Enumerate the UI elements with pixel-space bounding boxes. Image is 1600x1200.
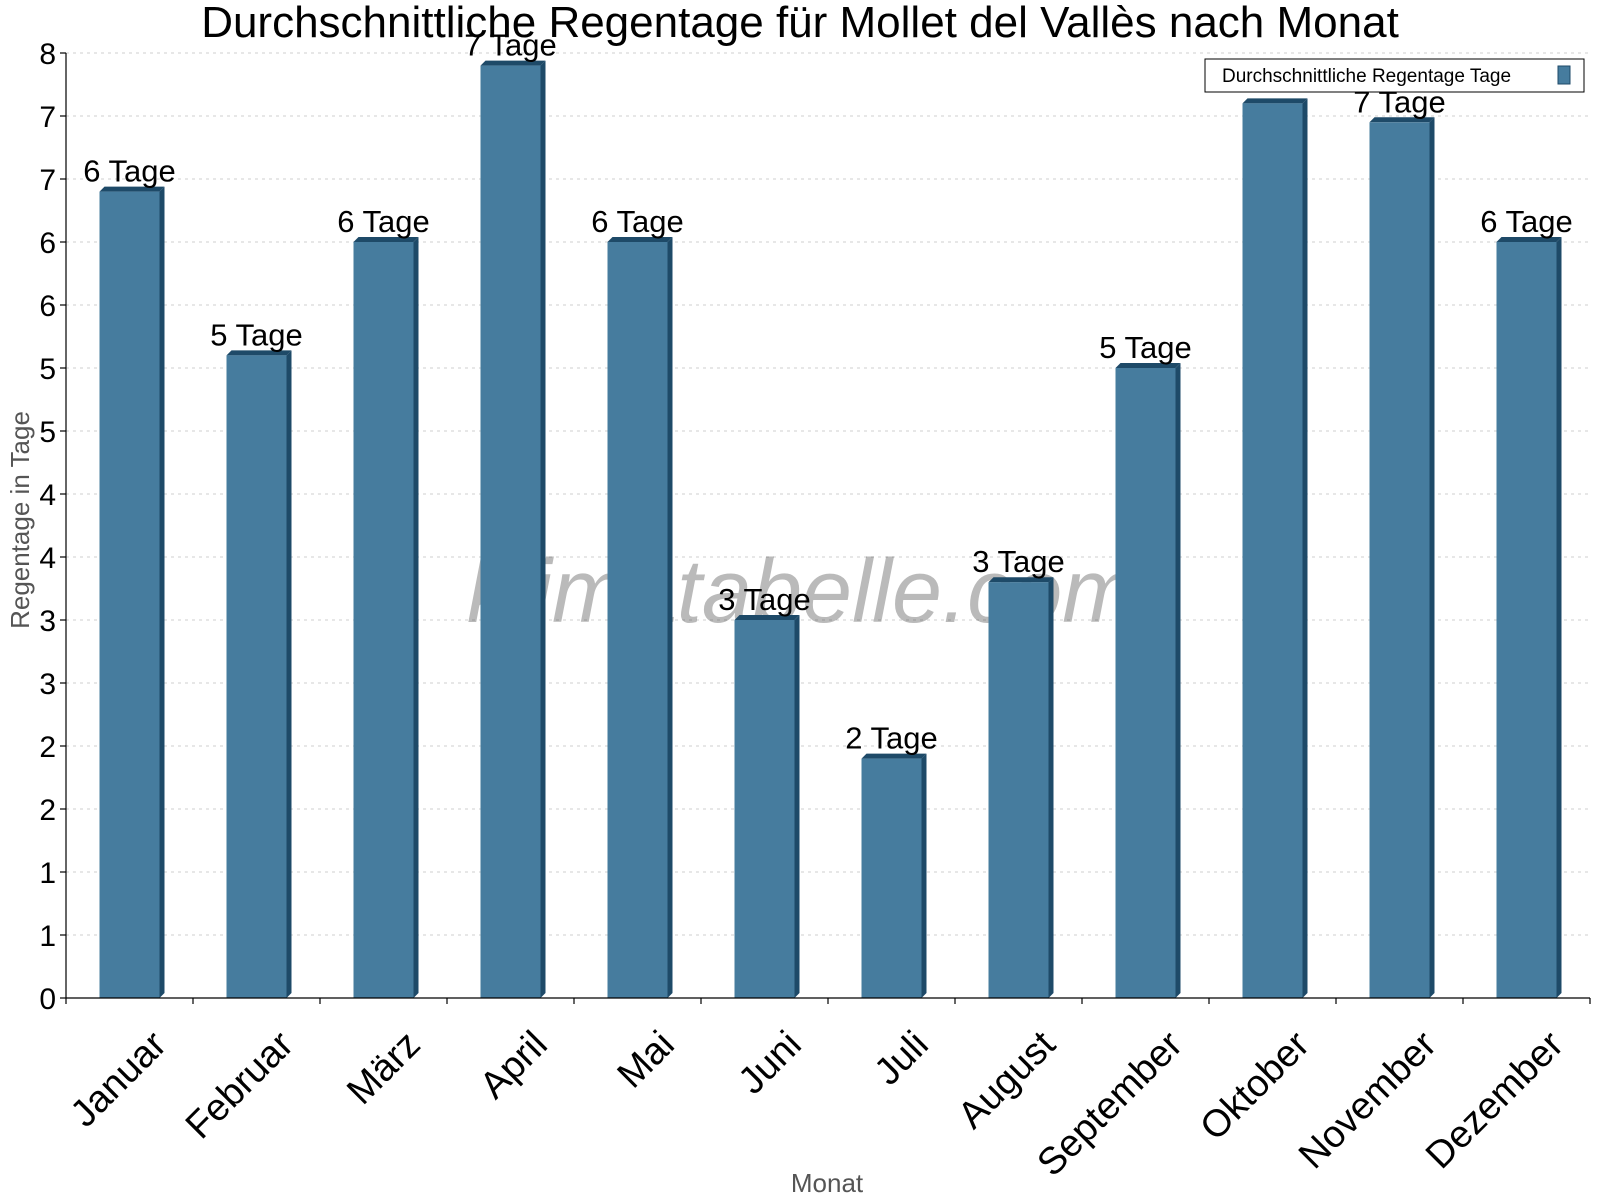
bar-side	[921, 753, 927, 998]
x-tick-label: Juni	[731, 1023, 810, 1102]
y-tick-label: 7	[39, 101, 56, 134]
bar	[226, 355, 287, 998]
y-tick-label: 6	[39, 227, 56, 260]
x-tick-label: August	[950, 1023, 1064, 1137]
x-tick-labels: Januar Februar März April Mai Juni Juli AugustS…	[63, 1023, 1572, 1184]
bar-side	[540, 60, 546, 999]
data-label: 6 Tage	[591, 204, 684, 239]
bar-side	[794, 615, 800, 998]
x-axis-label: Monat	[791, 1168, 864, 1198]
bar	[607, 242, 668, 998]
x-tick-label: Dezember	[1418, 1023, 1572, 1177]
bar-top	[353, 237, 419, 242]
bar-side	[159, 186, 165, 999]
y-tick-label: 4	[39, 542, 56, 575]
bar-top	[988, 577, 1054, 583]
y-tick-label: 5	[39, 416, 56, 449]
bar-side	[1175, 363, 1181, 998]
axes	[60, 52, 1591, 1004]
data-label: 5 Tage	[1099, 330, 1192, 365]
legend: Durchschnittliche Regentage Tage	[1204, 58, 1585, 93]
y-tick-label: 6	[39, 290, 56, 323]
data-labels: 6 Tage 5 Tage 6 Tage 7 Tage 6 Tage 3 Tage 2 Ta…	[83, 28, 1573, 756]
data-label: 3 Tage	[972, 544, 1065, 579]
data-label: 3 Tage	[718, 582, 811, 617]
data-label: 6 Tage	[83, 154, 176, 189]
x-tick-label: November	[1291, 1023, 1445, 1177]
bar-side	[286, 350, 292, 998]
bar-top	[1369, 117, 1435, 123]
bar	[1242, 103, 1303, 998]
bar	[734, 620, 795, 998]
bar-top	[1496, 237, 1562, 242]
bar	[1496, 242, 1557, 998]
legend-label: Durchschnittliche Regentage Tage	[1222, 66, 1511, 87]
x-tick-label: Januar	[63, 1023, 175, 1135]
y-tick-label: 2	[39, 794, 56, 827]
y-tick-label: 4	[39, 479, 56, 512]
bar	[353, 242, 414, 998]
bar-top	[1115, 363, 1181, 368]
bar	[861, 758, 922, 998]
bar-top	[607, 237, 673, 242]
y-tick-label: 2	[39, 731, 56, 764]
bar-side	[1302, 98, 1308, 998]
x-tick-label: Februar	[178, 1023, 302, 1147]
bar-top	[861, 753, 927, 759]
x-tick-label: Juli	[867, 1023, 937, 1093]
bar-side	[1429, 117, 1435, 999]
bar-top	[480, 60, 546, 66]
y-tick-label: 1	[39, 857, 56, 890]
bar-side	[667, 237, 673, 998]
legend-swatch	[1557, 65, 1571, 85]
bar	[988, 582, 1049, 998]
legend-box	[1204, 58, 1585, 93]
bar-top	[1242, 98, 1308, 104]
bar-top	[734, 615, 800, 620]
y-tick-label: 0	[39, 983, 56, 1016]
x-tick-label: April	[472, 1023, 555, 1106]
x-tick-label: Mai	[610, 1023, 683, 1096]
y-tick-label: 5	[39, 353, 56, 386]
bar-top	[99, 186, 165, 192]
y-axis-label: Regentage in Tage	[5, 411, 35, 629]
y-tick-labels: 0 1 1 2 2 3 3 4 4 5 5 6 6 7 7 8	[39, 38, 56, 1016]
chart-title: Durchschnittliche Regentage für Mollet d…	[201, 0, 1399, 47]
data-label: 7 Tage	[464, 28, 557, 63]
bar-top	[226, 350, 292, 356]
x-tick-label: Oktober	[1192, 1023, 1318, 1149]
bar-side	[413, 237, 419, 998]
bars	[99, 60, 1562, 999]
data-label: 6 Tage	[1480, 204, 1573, 239]
y-tick-label: 1	[39, 920, 56, 953]
bar	[99, 191, 160, 999]
data-label: 5 Tage	[210, 317, 303, 352]
data-label: 2 Tage	[845, 721, 938, 756]
bar	[1369, 122, 1430, 999]
y-tick-label: 3	[39, 668, 56, 701]
data-label: 6 Tage	[337, 204, 430, 239]
y-tick-label: 3	[39, 605, 56, 638]
bar	[480, 65, 541, 999]
y-tick-label: 8	[39, 38, 56, 71]
y-tick-label: 7	[39, 164, 56, 197]
bar	[1115, 368, 1176, 998]
bar-side	[1556, 237, 1562, 998]
bar-side	[1048, 577, 1054, 998]
x-tick-label: März	[339, 1023, 428, 1112]
grid-lines	[66, 52, 1590, 936]
